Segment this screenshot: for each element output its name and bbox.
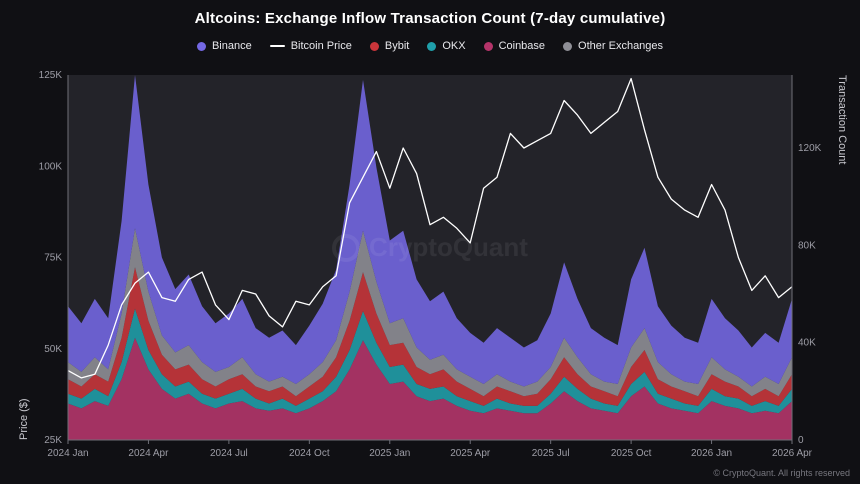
dot-swatch-icon bbox=[483, 41, 493, 51]
x-tick-label: 2024 Apr bbox=[128, 448, 169, 459]
area-other-exchanges bbox=[68, 228, 792, 397]
x-tick-label: 2024 Oct bbox=[289, 448, 330, 459]
right-axis-title: Transaction Count bbox=[836, 75, 848, 165]
y-tick-label-right: 0 bbox=[798, 435, 804, 446]
x-tick-label: 2024 Jan bbox=[47, 448, 88, 459]
legend-label: Other Exchanges bbox=[578, 40, 664, 52]
dot-swatch-icon bbox=[427, 41, 437, 51]
y-tick-label-right: 40K bbox=[798, 338, 816, 349]
y-tick-label-left: 100K bbox=[39, 161, 63, 172]
dot-swatch-icon bbox=[563, 41, 573, 51]
left-axis-title: Price ($) bbox=[18, 398, 30, 440]
y-tick-label-left: 50K bbox=[44, 344, 62, 355]
y-tick-label-right: 80K bbox=[798, 240, 816, 251]
bitcoin-price-line bbox=[67, 77, 793, 379]
x-tick-label: 2026 Apr bbox=[772, 448, 813, 459]
y-tick-label-left: 75K bbox=[44, 253, 62, 264]
area-coinbase bbox=[68, 337, 792, 440]
legend-label: Bitcoin Price bbox=[290, 40, 352, 52]
legend-item-coinbase[interactable]: Coinbase bbox=[483, 40, 546, 52]
chart-title: Altcoins: Exchange Inflow Transaction Co… bbox=[194, 10, 666, 27]
x-tick-label: 2025 Jan bbox=[369, 448, 410, 459]
x-tick-label: 2026 Jan bbox=[691, 448, 732, 459]
y-tick-label-left: 25K bbox=[44, 435, 62, 446]
legend-label: Bybit bbox=[384, 40, 410, 52]
x-tick-label: 2025 Oct bbox=[611, 448, 652, 459]
area-binance bbox=[68, 75, 792, 387]
legend-item-bybit[interactable]: Bybit bbox=[369, 40, 410, 52]
legend-item-binance[interactable]: Binance bbox=[196, 40, 252, 52]
y-tick-label-left: 125K bbox=[39, 70, 63, 81]
legend-item-bitcoin-price[interactable]: Bitcoin Price bbox=[269, 40, 352, 52]
dot-swatch-icon bbox=[196, 41, 206, 51]
x-tick-label: 2025 Apr bbox=[450, 448, 491, 459]
x-tick-label: 2024 Jul bbox=[210, 448, 248, 459]
y-tick-label-right: 120K bbox=[798, 143, 822, 154]
area-bybit bbox=[68, 267, 792, 406]
legend-item-other-exchanges[interactable]: Other Exchanges bbox=[563, 40, 663, 52]
dot-swatch-icon bbox=[369, 41, 379, 51]
line-swatch-icon bbox=[269, 45, 285, 47]
area-okx bbox=[68, 308, 792, 414]
x-tick-label: 2025 Jul bbox=[532, 448, 570, 459]
chart-legend: Binance Bitcoin Price Bybit OKX Coinbase Othe… bbox=[0, 40, 860, 52]
legend-label: Binance bbox=[211, 40, 252, 52]
legend-item-okx[interactable]: OKX bbox=[427, 40, 466, 52]
copyright: © CryptoQuant. All rights reserved bbox=[713, 468, 850, 478]
legend-label: Coinbase bbox=[498, 40, 546, 52]
legend-label: OKX bbox=[442, 40, 466, 52]
